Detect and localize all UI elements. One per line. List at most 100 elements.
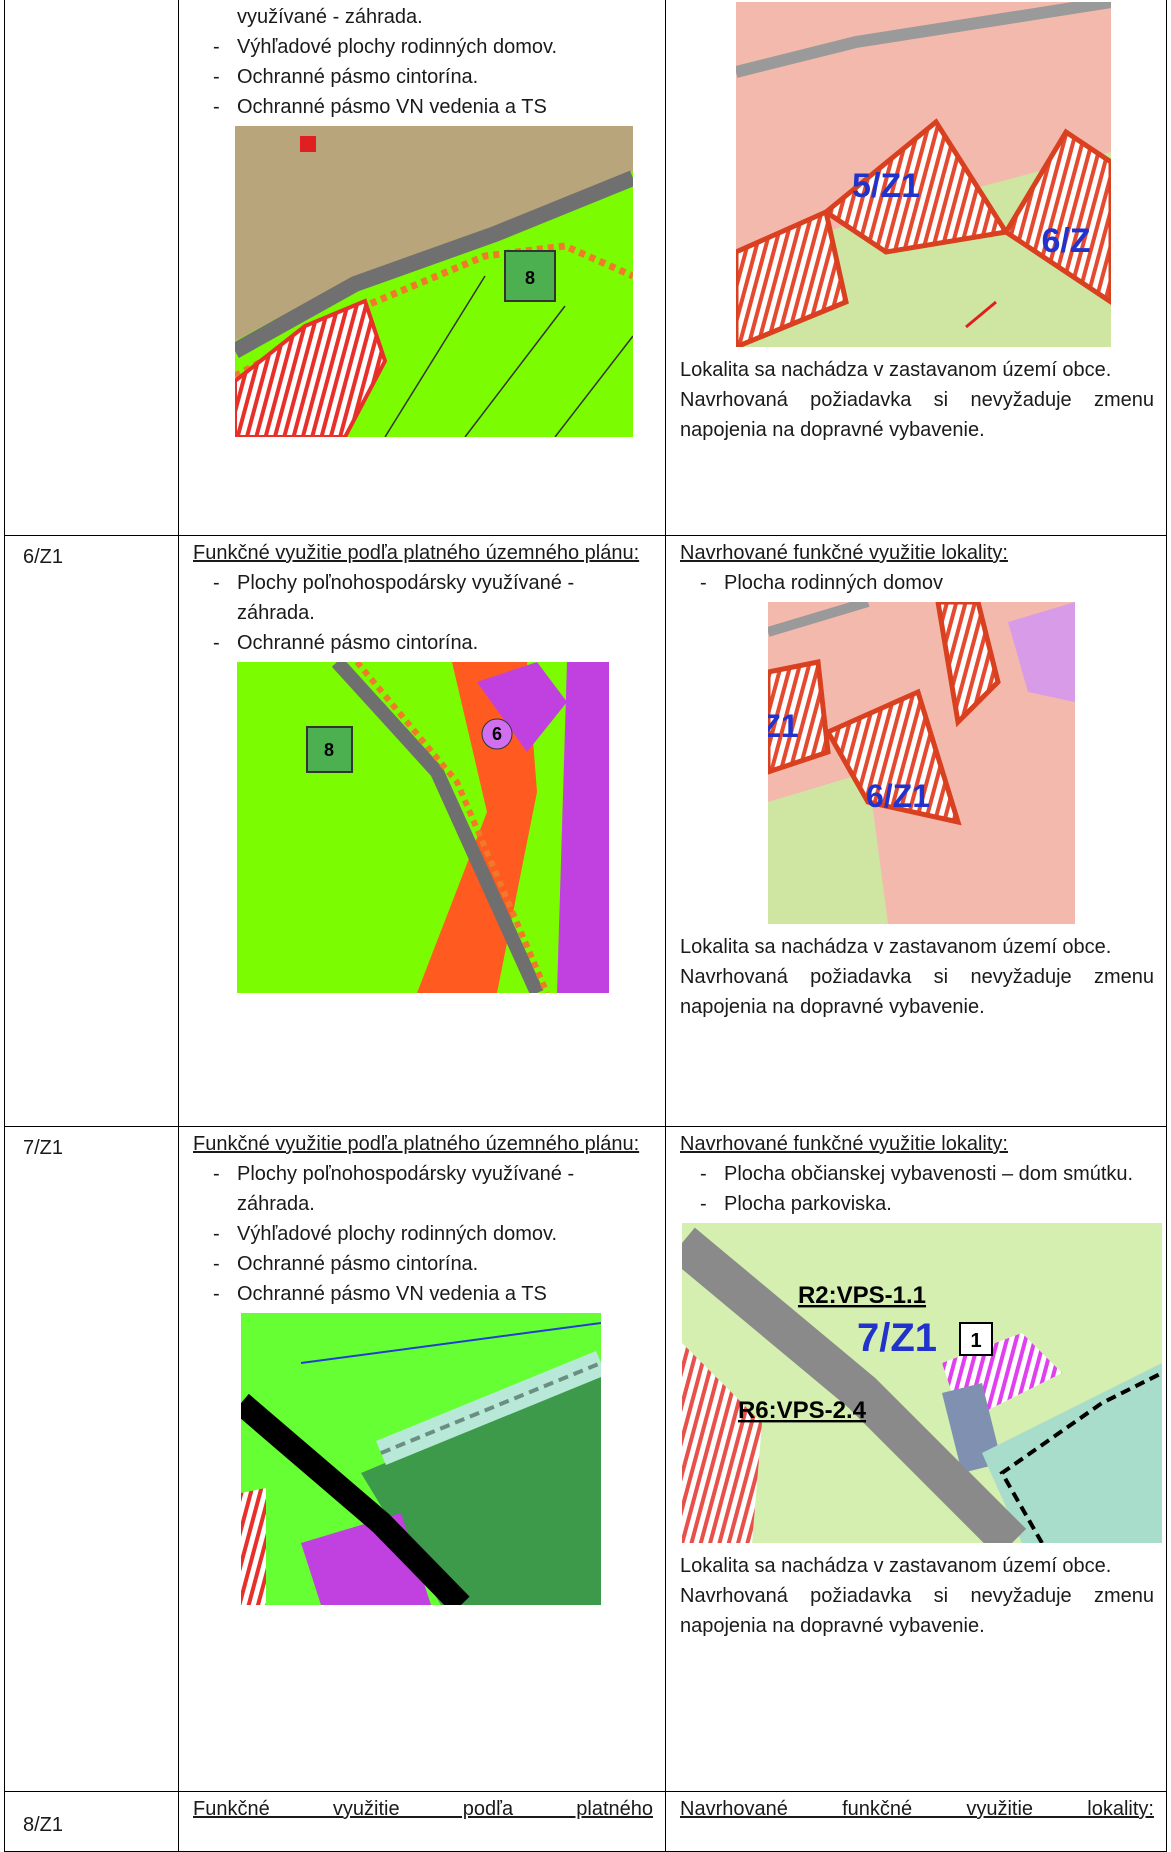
bullet-item: Ochranné pásmo VN vedenia a TS bbox=[193, 92, 653, 122]
bullet-item: Výhľadové plochy rodinných domov. bbox=[193, 32, 653, 62]
note-text: Lokalita sa nachádza v zastavanom území … bbox=[680, 1555, 1112, 1577]
section-heading: Funkčné využitie podľa platného územného… bbox=[193, 1133, 640, 1155]
note-text: Navrhovaná požiadavka si nevyžaduje zmen… bbox=[680, 966, 1154, 1018]
map-shape bbox=[736, 2, 1111, 78]
bullet-list: Plocha rodinných domov bbox=[680, 568, 1154, 598]
bullet-item: Plocha rodinných domov bbox=[680, 568, 1154, 598]
map-shape bbox=[477, 662, 567, 752]
map-shape bbox=[768, 602, 870, 637]
map-shape bbox=[306, 726, 353, 773]
existing-cell: Funkčné využitie podľa platného bbox=[179, 1792, 666, 1851]
map-shape bbox=[557, 662, 609, 993]
id-cell: 6/Z1 bbox=[5, 536, 179, 1126]
map-shape bbox=[554, 335, 633, 437]
existing-cell: Funkčné využitie podľa platného územného… bbox=[179, 536, 666, 1126]
locality-id: 7/Z1 bbox=[23, 1137, 64, 1159]
proposed-cell: Navrhované funkčné využitie lokality: Plo… bbox=[666, 536, 1167, 1126]
map-shape bbox=[380, 1361, 601, 1455]
note-text: Lokalita sa nachádza v zastavanom území … bbox=[680, 359, 1112, 381]
map-shape bbox=[982, 1363, 1162, 1543]
map-shape bbox=[300, 136, 316, 152]
table-row: 7/Z1 Funkčné využitie podľa platného územ… bbox=[5, 1127, 1167, 1792]
proposed-cell: 5/Z1 6/Z Lokalita sa nachádza v zastavanom… bbox=[666, 0, 1167, 535]
bullet-item: Ochranné pásmo cintorína. bbox=[193, 1249, 653, 1279]
bullet-item: Plocha parkoviska. bbox=[680, 1189, 1154, 1219]
map-shape bbox=[682, 1343, 762, 1543]
table-row: 8/Z1 Funkčné využitie podľa platného Navrh… bbox=[5, 1792, 1167, 1852]
bullet-item: Plochy poľnohospodársky využívané - záhr… bbox=[193, 1159, 653, 1219]
map-image: 5/Z1 6/Z bbox=[736, 2, 1111, 347]
table-row: 6/Z1 Funkčné využitie podľa platného územ… bbox=[5, 536, 1167, 1127]
existing-cell: Funkčné využitie podľa platného územného… bbox=[179, 1127, 666, 1791]
map-shape bbox=[235, 298, 388, 437]
section-heading: Navrhované funkčné využitie lokality: bbox=[680, 542, 1008, 564]
map-shape bbox=[965, 300, 997, 329]
map-shape bbox=[768, 659, 831, 775]
table: využívané - záhrada. Výhľadové plochy rod… bbox=[4, 0, 1167, 1852]
map-shape bbox=[1008, 602, 1075, 702]
map-label: R2:VPS-1.1 bbox=[798, 1282, 926, 1309]
map-image: Z1 6/Z1 bbox=[768, 602, 1075, 924]
map-shape bbox=[464, 305, 566, 437]
existing-cell: využívané - záhrada. Výhľadové plochy rod… bbox=[179, 0, 666, 535]
bullet-continuation: využívané - záhrada. bbox=[237, 6, 423, 28]
id-cell: 7/Z1 bbox=[5, 1127, 179, 1791]
map-shape bbox=[241, 1393, 470, 1605]
bullet-item: Ochranné pásmo VN vedenia a TS bbox=[193, 1279, 653, 1309]
map-shape bbox=[331, 662, 544, 993]
map-label: R6:VPS-2.4 bbox=[738, 1397, 867, 1424]
map-shape bbox=[935, 602, 1001, 728]
map-label: 5/Z1 bbox=[852, 167, 920, 205]
note-text: Navrhovaná požiadavka si nevyžaduje zmen… bbox=[680, 389, 1154, 441]
table-row: využívané - záhrada. Výhľadové plochy rod… bbox=[5, 0, 1167, 536]
locality-id: 6/Z1 bbox=[23, 546, 64, 568]
bullet-list: Plochy poľnohospodársky využívané - záhr… bbox=[193, 1159, 653, 1309]
map-label: 6 bbox=[492, 724, 502, 744]
id-cell bbox=[5, 0, 179, 535]
bullet-item: Plochy poľnohospodársky využívané - záhr… bbox=[193, 568, 653, 628]
map-shape bbox=[354, 662, 550, 993]
map-image: 86 bbox=[237, 662, 609, 993]
map-image: 8 bbox=[235, 126, 633, 437]
map-label: 8 bbox=[324, 740, 334, 760]
bullet-list: Plochy poľnohospodársky využívané - záhr… bbox=[193, 568, 653, 658]
map-shape bbox=[241, 1488, 266, 1605]
map-shape bbox=[504, 250, 556, 302]
map-shape bbox=[999, 1371, 1162, 1543]
note-text: Lokalita sa nachádza v zastavanom území … bbox=[680, 936, 1112, 958]
id-cell: 8/Z1 bbox=[5, 1792, 179, 1851]
map-shape bbox=[384, 275, 486, 437]
proposed-cell: Navrhované funkčné využitie lokality: bbox=[666, 1792, 1167, 1851]
map-label: 1 bbox=[970, 1330, 981, 1352]
bullet-item: Ochranné pásmo cintorína. bbox=[193, 62, 653, 92]
map-label: 8 bbox=[525, 268, 535, 288]
bullet-item: Ochranné pásmo cintorína. bbox=[193, 628, 653, 658]
map-shape bbox=[300, 1322, 601, 1364]
map-label: 6/Z1 bbox=[866, 778, 930, 814]
map-shape bbox=[1002, 128, 1111, 306]
map-label: Z1 bbox=[768, 708, 799, 744]
map-shape bbox=[959, 1322, 993, 1356]
map-shape bbox=[235, 170, 633, 358]
map-shape bbox=[736, 208, 849, 347]
locality-id: 8/Z1 bbox=[23, 1814, 64, 1836]
map-image bbox=[241, 1313, 601, 1605]
section-heading: Funkčné využitie podľa platného bbox=[193, 1798, 653, 1820]
map-shape bbox=[235, 242, 633, 380]
proposed-cell: Navrhované funkčné využitie lokality: Plo… bbox=[666, 1127, 1167, 1791]
section-heading: Navrhované funkčné využitie lokality: bbox=[680, 1133, 1008, 1155]
map-shape bbox=[768, 772, 888, 924]
map-image: R2:VPS-1.1 7/Z1 1 R6:VPS-2.4 bbox=[682, 1223, 1162, 1543]
map-shape bbox=[481, 718, 513, 750]
map-label: 7/Z1 bbox=[857, 1316, 937, 1360]
bullet-list: Výhľadové plochy rodinných domov.Ochrann… bbox=[193, 32, 653, 122]
section-heading: Funkčné využitie podľa platného územného… bbox=[193, 542, 640, 564]
bullet-item: Plocha občianskej vybavenosti – dom smút… bbox=[680, 1159, 1154, 1189]
section-heading: Navrhované funkčné využitie lokality: bbox=[680, 1798, 1154, 1820]
map-label: 6/Z bbox=[1041, 222, 1090, 260]
map-shape bbox=[682, 1227, 1027, 1543]
note-text: Navrhovaná požiadavka si nevyžaduje zmen… bbox=[680, 1585, 1154, 1637]
bullet-item: Výhľadové plochy rodinných domov. bbox=[193, 1219, 653, 1249]
